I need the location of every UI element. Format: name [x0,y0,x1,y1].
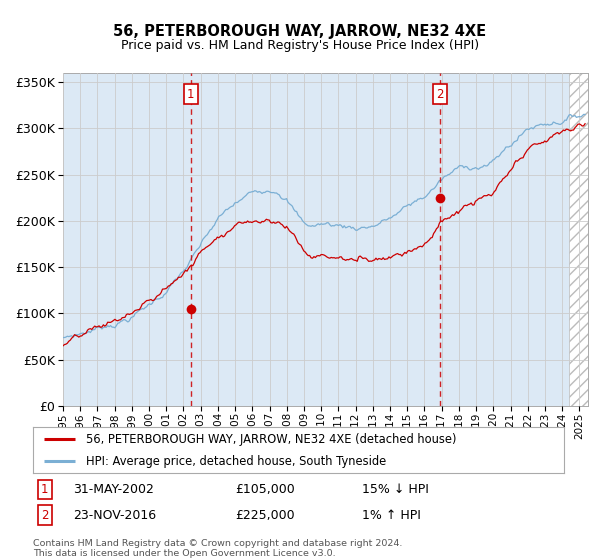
Text: Contains HM Land Registry data © Crown copyright and database right 2024.: Contains HM Land Registry data © Crown c… [33,539,403,548]
Text: This data is licensed under the Open Government Licence v3.0.: This data is licensed under the Open Gov… [33,549,335,558]
Bar [63,73,569,406]
Text: 1: 1 [41,483,49,496]
Text: Price paid vs. HM Land Registry's House Price Index (HPI): Price paid vs. HM Land Registry's House … [121,39,479,52]
Text: HPI: Average price, detached house, South Tyneside: HPI: Average price, detached house, Sout… [86,455,386,468]
Bar [569,73,588,406]
Text: £105,000: £105,000 [235,483,295,496]
Text: 2: 2 [436,87,444,101]
Text: 31-MAY-2002: 31-MAY-2002 [73,483,154,496]
Text: 15% ↓ HPI: 15% ↓ HPI [362,483,429,496]
Text: 1: 1 [187,87,194,101]
Text: 56, PETERBOROUGH WAY, JARROW, NE32 4XE: 56, PETERBOROUGH WAY, JARROW, NE32 4XE [113,24,487,39]
Text: 2: 2 [41,508,49,522]
Text: 56, PETERBOROUGH WAY, JARROW, NE32 4XE (detached house): 56, PETERBOROUGH WAY, JARROW, NE32 4XE (… [86,433,457,446]
Text: 23-NOV-2016: 23-NOV-2016 [73,508,156,522]
Text: £225,000: £225,000 [235,508,295,522]
Text: 1% ↑ HPI: 1% ↑ HPI [362,508,421,522]
